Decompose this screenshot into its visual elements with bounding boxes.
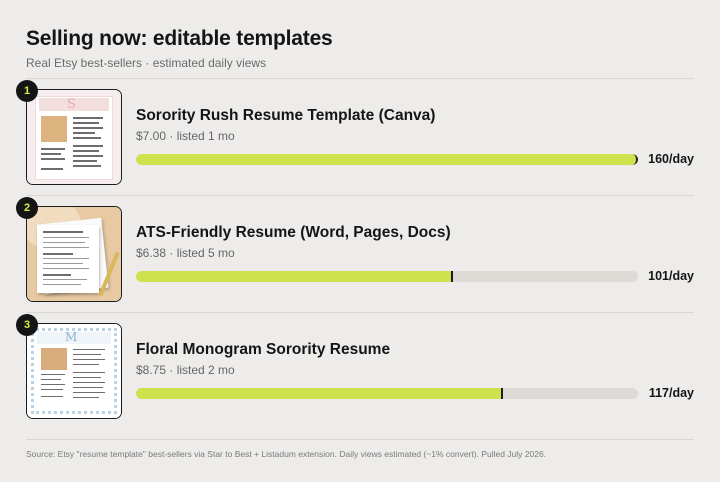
page-subtitle: Real Etsy best-sellers · estimated daily…	[26, 56, 267, 70]
ats-resume-thumbnail[interactable]	[26, 206, 122, 302]
listing-price: $7.00	[136, 129, 167, 143]
page-title: Selling now: editable templates	[26, 27, 333, 50]
floral-resume-thumbnail[interactable]: M	[26, 323, 122, 419]
views-bar-track	[136, 154, 638, 165]
footer-divider	[26, 439, 694, 440]
views-value: 117/day	[648, 386, 694, 400]
views-bar-fill	[136, 388, 504, 399]
listing-age: listed 2 mo	[176, 363, 235, 377]
views-bar-track	[136, 271, 638, 282]
row-divider	[26, 312, 694, 313]
rank-badge: 2	[16, 197, 38, 219]
listing-meta: $7.00 · listed 1 mo	[136, 129, 235, 143]
listing-meta: $6.38 · listed 5 mo	[136, 246, 235, 260]
listing-title[interactable]: Sorority Rush Resume Template (Canva)	[136, 107, 436, 124]
listing-row[interactable]: 1 S Sorority Rush Resume Template (Canva…	[16, 80, 694, 187]
listing-price: $6.38	[136, 246, 167, 260]
views-bar-fill	[136, 271, 453, 282]
listing-age: listed 1 mo	[176, 129, 235, 143]
listing-price: $8.75	[136, 363, 167, 377]
listing-title[interactable]: ATS-Friendly Resume (Word, Pages, Docs)	[136, 224, 451, 241]
sorority-resume-thumbnail[interactable]: S	[26, 89, 122, 185]
listing-row[interactable]: 3 M Floral Monogram Sorority Resume $8.7…	[16, 314, 694, 421]
listing-row[interactable]: 2 ATS-Friendly Resume (Word, Pages, Docs…	[16, 197, 694, 304]
views-value: 101/day	[648, 269, 694, 283]
row-divider	[26, 195, 694, 196]
header-divider	[26, 78, 694, 79]
views-value: 160/day	[648, 152, 694, 166]
listing-title[interactable]: Floral Monogram Sorority Resume	[136, 341, 391, 358]
rank-badge: 1	[16, 80, 38, 102]
rank-badge: 3	[16, 314, 38, 336]
views-bar-fill	[136, 154, 638, 165]
listing-meta: $8.75 · listed 2 mo	[136, 363, 235, 377]
listing-age: listed 5 mo	[176, 246, 235, 260]
source-note: Source: Etsy "resume template" best-sell…	[26, 449, 547, 459]
views-bar-track	[136, 388, 638, 399]
